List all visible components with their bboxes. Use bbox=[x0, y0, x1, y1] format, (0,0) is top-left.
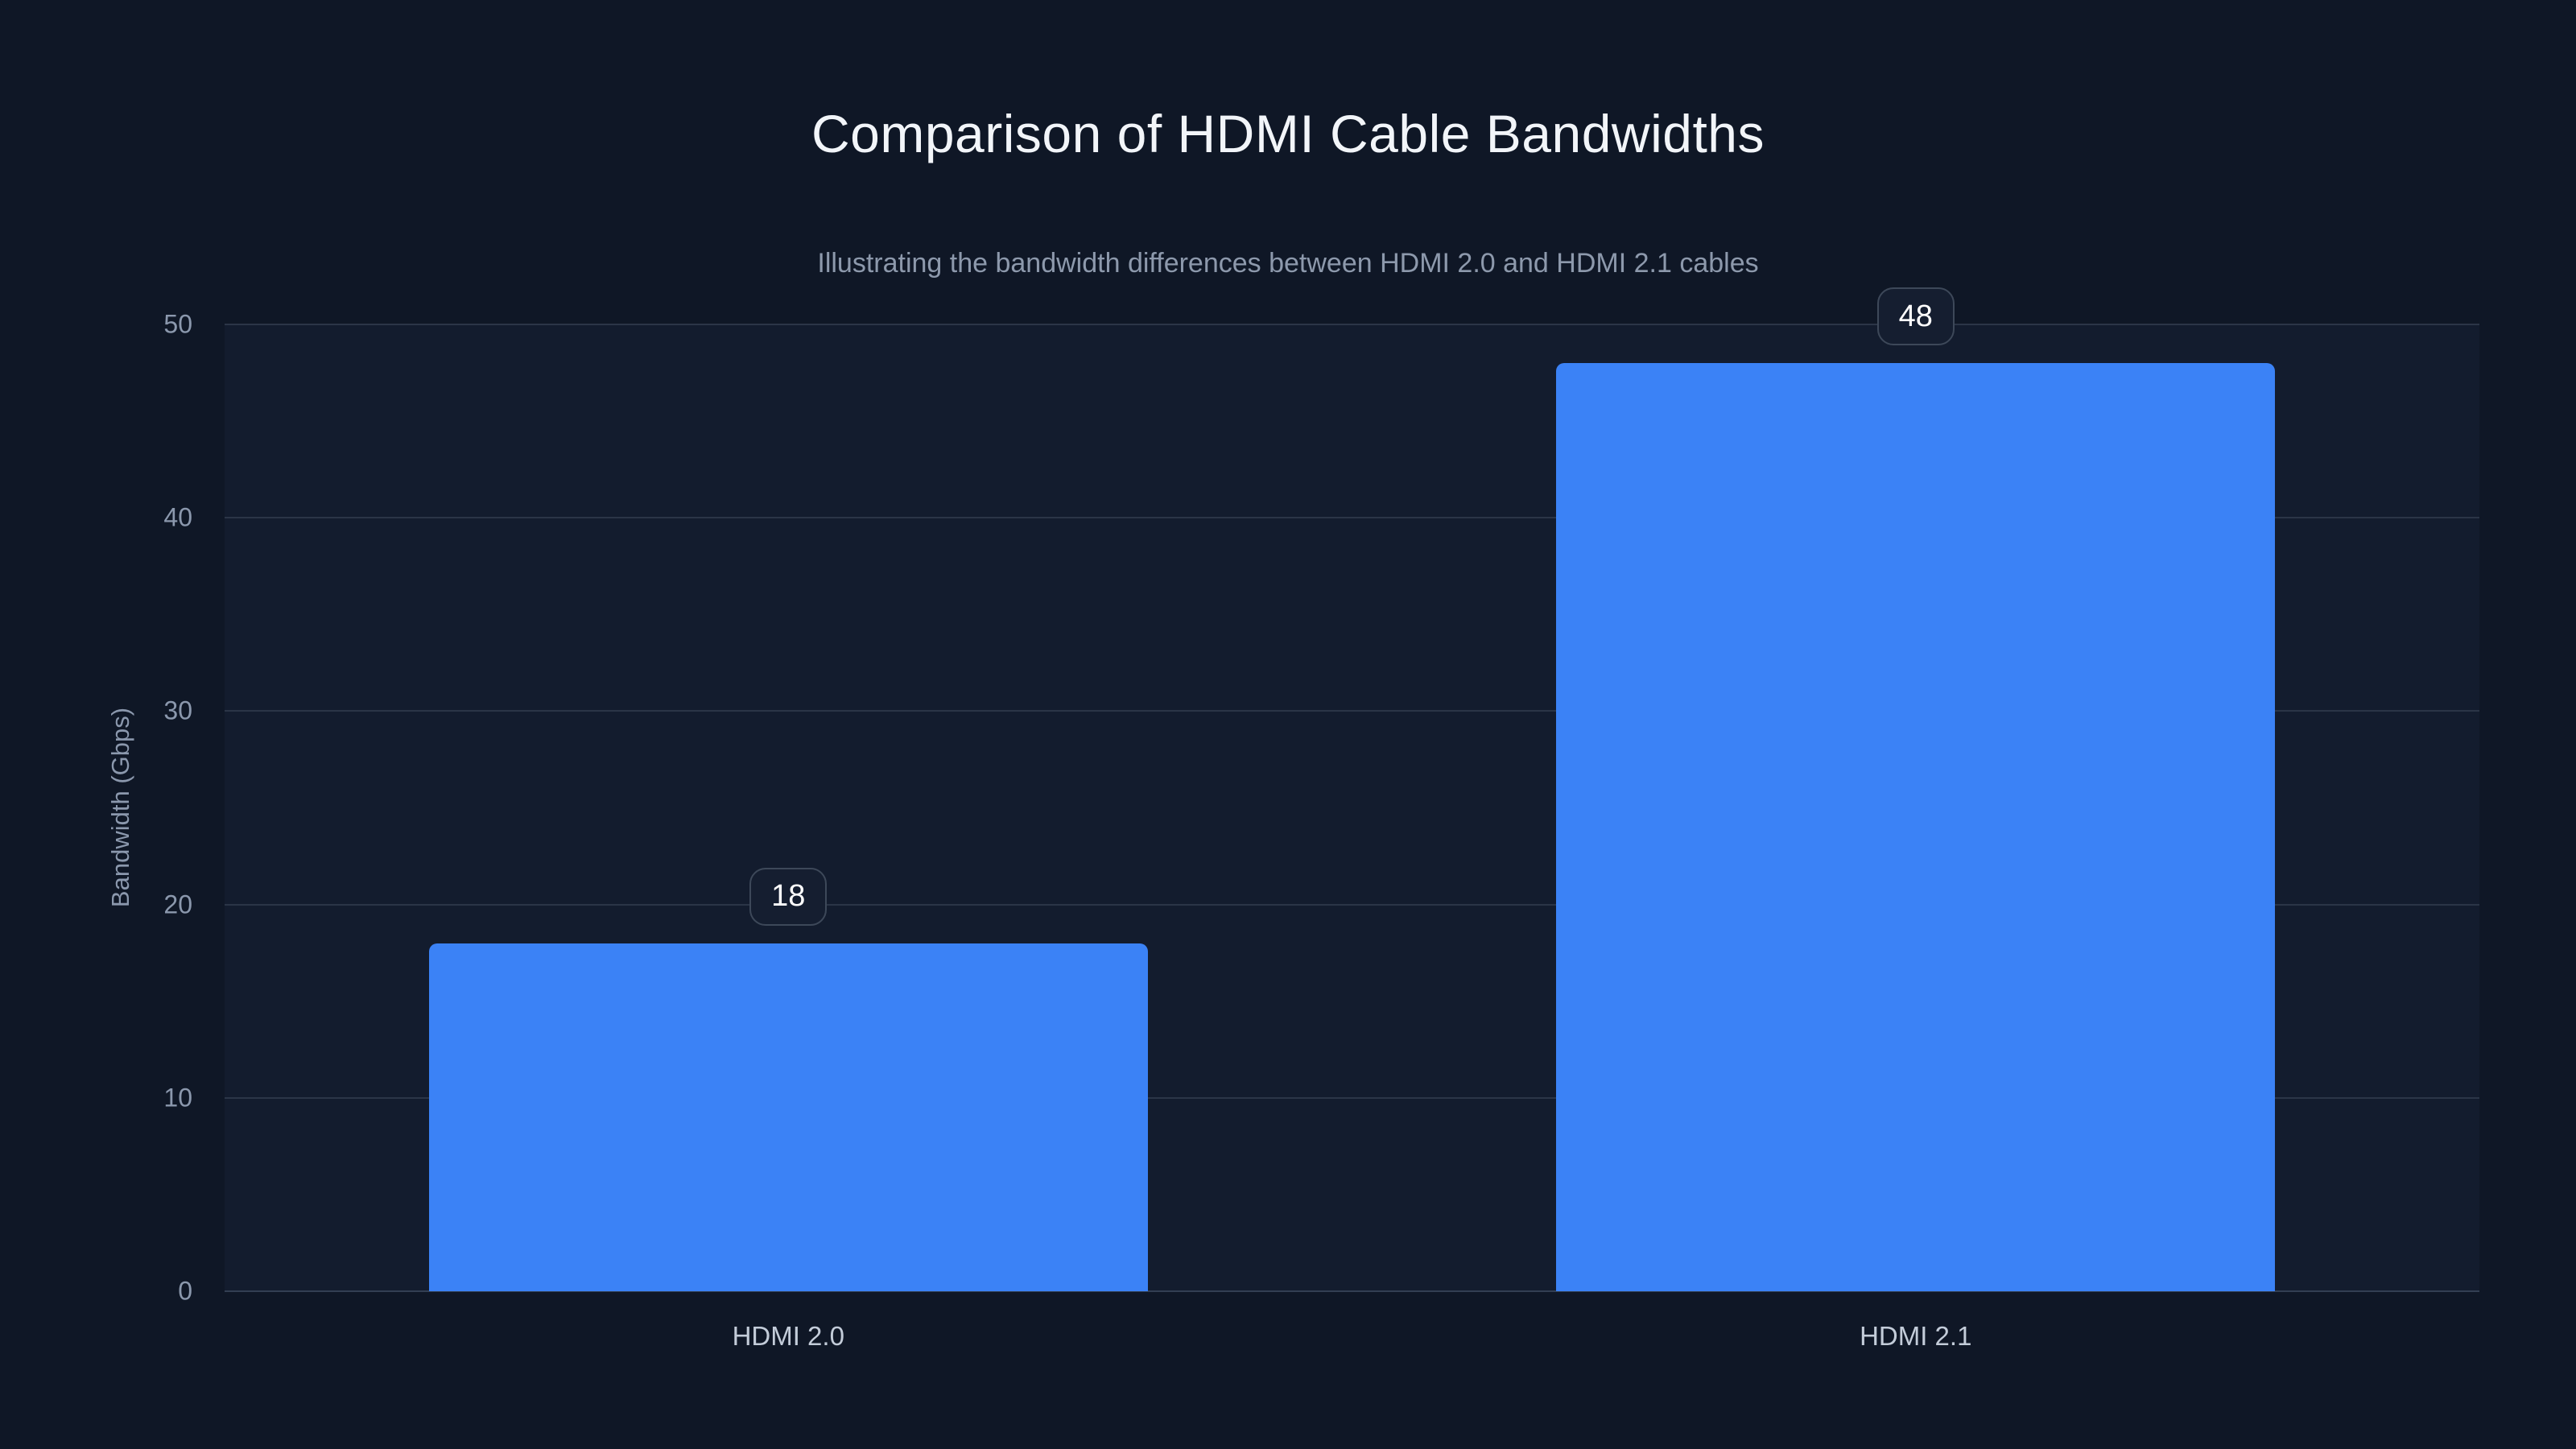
y-axis-tick-label: 10 bbox=[163, 1083, 192, 1113]
gridline bbox=[225, 324, 2479, 325]
bar-hdmi-2-1 bbox=[1556, 363, 2276, 1291]
gridline bbox=[225, 903, 2479, 906]
y-axis-tick-label: 30 bbox=[163, 696, 192, 725]
page-subtitle: Illustrating the bandwidth differences b… bbox=[817, 248, 1759, 279]
value-badge: 48 bbox=[1876, 287, 1955, 346]
value-badge: 18 bbox=[749, 867, 828, 926]
bar-hdmi-2-0 bbox=[428, 943, 1148, 1291]
plot-area: 18 48 bbox=[225, 287, 2479, 1292]
y-axis-tick-label: 40 bbox=[163, 502, 192, 532]
value-badge-label: 48 bbox=[1898, 299, 1933, 333]
gridline bbox=[225, 1290, 2479, 1292]
x-axis-label: HDMI 2.0 bbox=[732, 1321, 844, 1351]
gridline bbox=[225, 1096, 2479, 1099]
gridline bbox=[225, 517, 2479, 519]
page-title: Comparison of HDMI Cable Bandwidths bbox=[811, 104, 1765, 163]
y-axis-tick-label: 50 bbox=[163, 309, 192, 339]
y-axis-tick-label: 20 bbox=[163, 890, 192, 919]
gridline bbox=[225, 710, 2479, 712]
y-axis-title: Bandwidth (Gbps) bbox=[106, 707, 134, 908]
x-axis-label: HDMI 2.1 bbox=[1860, 1321, 1972, 1351]
value-badge-label: 18 bbox=[771, 879, 806, 914]
y-axis-tick-label: 0 bbox=[178, 1276, 192, 1306]
